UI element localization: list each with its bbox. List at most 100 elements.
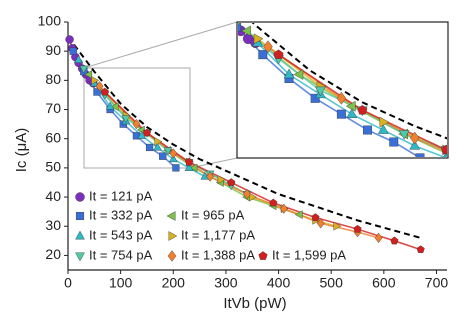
zoom-connector: [83, 21, 238, 69]
y-tick-label: 30: [45, 217, 61, 233]
inset-point: [363, 125, 373, 135]
inset-point: [377, 124, 389, 134]
x-tick-label: 200: [162, 275, 186, 291]
inset-point: [409, 131, 420, 145]
inset-point: [336, 91, 347, 105]
inset-point: [263, 40, 273, 54]
point: [121, 115, 131, 124]
zoom-box: [83, 67, 191, 169]
point: [184, 163, 194, 171]
point: [316, 218, 325, 229]
fit-line: [278, 54, 447, 152]
point: [172, 164, 180, 172]
inset-point: [310, 93, 320, 103]
x-tick-label: 700: [425, 275, 449, 291]
inset-point: [315, 86, 326, 97]
point: [169, 148, 178, 159]
inset-point: [238, 23, 242, 32]
point: [206, 171, 214, 182]
point: [353, 224, 362, 233]
x-tick-label: 500: [320, 275, 344, 291]
point: [110, 102, 119, 111]
inset-point: [398, 130, 410, 140]
point: [145, 143, 154, 152]
point: [159, 152, 167, 160]
inset: [211, 0, 460, 163]
point: [154, 137, 163, 146]
point: [279, 203, 288, 214]
point: [294, 210, 303, 219]
inset-point: [451, 153, 460, 163]
inset-point: [241, 25, 251, 37]
point: [374, 232, 383, 244]
inset-point: [258, 50, 268, 60]
inset-point: [273, 49, 284, 59]
x-tick-label: 100: [109, 275, 133, 291]
inset-point: [238, 23, 240, 27]
inset-point: [221, 10, 231, 20]
y-tick-label: 90: [45, 42, 61, 58]
inset-point: [379, 116, 390, 128]
inset-point: [211, 0, 220, 3]
point: [163, 147, 173, 156]
point: [93, 88, 101, 96]
inset-point: [283, 68, 295, 79]
point: [311, 213, 320, 221]
point: [269, 198, 278, 207]
point: [137, 130, 147, 139]
point: [100, 87, 109, 96]
inset-point: [357, 104, 368, 115]
y-tick-label: 50: [45, 159, 61, 175]
x-tick-label: 600: [372, 275, 396, 291]
inset-point: [345, 100, 356, 112]
point: [105, 101, 115, 110]
x-tick-label: 300: [214, 275, 238, 291]
point: [132, 118, 141, 130]
inset-point: [441, 144, 447, 155]
legend-label: It = 1,599 pA: [272, 247, 346, 262]
inset-point: [409, 139, 421, 150]
inset-point: [215, 2, 225, 12]
point: [91, 76, 100, 85]
legend-marker: [75, 211, 85, 221]
legend-marker: [75, 230, 85, 240]
point: [243, 188, 251, 200]
legend-marker: [167, 250, 177, 262]
point: [185, 157, 194, 166]
point: [95, 81, 104, 92]
legend-marker: [258, 251, 268, 260]
y-axis-label: Ic (μA): [13, 128, 30, 172]
point: [390, 236, 399, 245]
legend-marker: [75, 252, 85, 262]
point: [84, 70, 93, 79]
point: [189, 163, 198, 173]
inset-point: [346, 108, 358, 118]
legend-label: It = 121 pA: [89, 188, 153, 203]
inset-point: [389, 137, 399, 147]
y-tick-label: 60: [45, 129, 61, 145]
legend-label: It = 332 pA: [89, 207, 153, 222]
inset-point: [253, 33, 264, 45]
legend-label: It = 1,177 pA: [181, 227, 255, 242]
point: [249, 192, 258, 202]
point: [153, 142, 162, 151]
point: [217, 175, 226, 184]
y-tick-label: 100: [38, 13, 62, 29]
y-tick-label: 40: [45, 188, 61, 204]
x-tick-label: 0: [64, 275, 72, 291]
point: [142, 128, 152, 137]
inset-point: [293, 69, 304, 80]
legend-marker: [75, 192, 85, 202]
x-tick-label: 400: [267, 275, 291, 291]
inset-point: [336, 109, 346, 119]
x-axis-label: ItVb (pW): [223, 295, 286, 312]
point: [69, 47, 77, 55]
y-tick-label: 70: [45, 100, 61, 116]
legend-label: It = 1,388 pA: [181, 247, 255, 262]
point: [79, 65, 89, 74]
inset-point: [415, 153, 425, 157]
legend-marker: [166, 211, 176, 221]
y-tick-label: 80: [45, 71, 61, 87]
point: [227, 178, 236, 186]
